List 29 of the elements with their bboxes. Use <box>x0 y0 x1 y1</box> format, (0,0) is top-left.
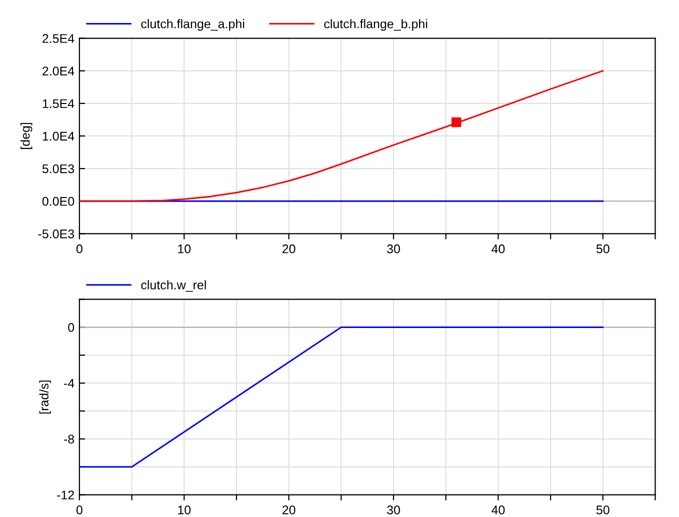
x-tick-label: 30 <box>387 244 400 254</box>
x-tick-label: 10 <box>178 506 191 514</box>
y-tick-label: 2.0E4 <box>42 66 74 76</box>
y-tick-label: -5.0E3 <box>38 229 74 238</box>
legend-label: clutch.flange_b.phi <box>324 19 428 31</box>
x-tick-label: 10 <box>178 244 191 254</box>
legend-label: clutch.w_rel <box>141 280 206 292</box>
x-tick-label: 0 <box>76 244 82 254</box>
y-axis-title: [rad/s] <box>39 380 51 414</box>
x-tick-label: 20 <box>282 244 296 254</box>
x-tick-label: 20 <box>282 506 296 514</box>
legend-label: clutch.flange_a.phi <box>141 19 244 31</box>
y-axis-title: [deg] <box>20 122 32 149</box>
y-tick-label: -8 <box>64 434 74 444</box>
y-tick-label: -12 <box>57 490 74 500</box>
x-tick-label: 50 <box>596 244 610 254</box>
x-tick-label: 40 <box>492 244 505 254</box>
y-tick-label: 1.0E4 <box>42 132 74 141</box>
x-tick-label: 0 <box>76 506 82 514</box>
y-tick-label: 0.0E0 <box>42 196 74 206</box>
y-tick-label: -4 <box>64 379 74 388</box>
y-tick-label: 0 <box>68 323 74 332</box>
y-tick-label: 5.0E3 <box>42 164 74 174</box>
x-tick-label: 40 <box>492 506 505 514</box>
y-tick-label: 1.5E4 <box>42 99 74 108</box>
x-tick-label: 30 <box>387 506 400 514</box>
line-series <box>79 70 604 202</box>
y-tick-label: 2.5E4 <box>42 34 74 43</box>
x-tick-label: 50 <box>596 506 610 514</box>
